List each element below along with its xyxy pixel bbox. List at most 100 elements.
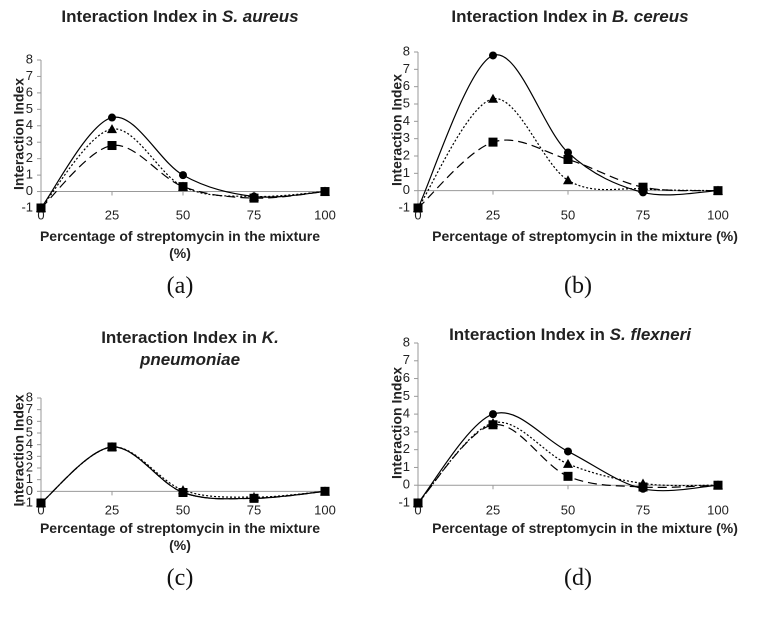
title-text: Interaction Index in	[101, 328, 258, 347]
x-tick-label: 75	[636, 207, 650, 222]
marker	[638, 182, 648, 192]
series-line	[40, 116, 326, 209]
y-tick-label: 8	[26, 389, 33, 404]
y-tick-label: 4	[26, 436, 33, 451]
y-tick-label: 7	[403, 61, 410, 76]
marker	[178, 182, 188, 192]
x-tick-label: 50	[176, 502, 190, 517]
x-tick-label: 0	[414, 502, 421, 517]
x-axis-label-text: Percentage of streptomycin in the mixtur…	[432, 520, 738, 536]
x-axis-label-text: Percentage of streptomycin in the mixtur…	[39, 228, 321, 261]
marker	[488, 420, 498, 430]
x-tick-label: 75	[247, 207, 261, 222]
x-tick-label: 100	[314, 502, 336, 517]
panel-caption: (d)	[548, 565, 608, 592]
x-axis-label: Percentage of streptomycin in the mixtur…	[415, 228, 755, 245]
marker	[713, 480, 723, 490]
y-tick-label: 0	[403, 477, 410, 492]
x-tick-label: 100	[314, 207, 336, 222]
series-line	[40, 144, 326, 209]
y-tick-label: 0	[26, 483, 33, 498]
x-tick-label: 25	[486, 502, 500, 517]
marker	[36, 498, 46, 508]
x-axis-label-text: Percentage of streptomycin in the mixtur…	[39, 520, 321, 553]
y-tick-label: 1	[403, 459, 410, 474]
chart-title: Interaction Index in B. cereus	[410, 6, 730, 28]
x-tick-label: 50	[561, 502, 575, 517]
marker	[320, 187, 330, 197]
y-tick-label: 0	[26, 183, 33, 198]
y-tick-label: 4	[403, 113, 410, 128]
series-line	[40, 128, 326, 209]
y-tick-label: 5	[403, 388, 410, 403]
x-tick-label: 50	[176, 207, 190, 222]
y-tick-label: 7	[403, 352, 410, 367]
chart-title: Interaction Index in S. flexneri	[400, 324, 740, 346]
marker	[107, 124, 117, 134]
marker	[36, 203, 46, 213]
marker	[564, 148, 572, 157]
chart-title: Interaction Index in S. aureus	[30, 6, 330, 28]
y-tick-label: 6	[26, 84, 33, 99]
marker	[564, 447, 572, 456]
y-tick-label: -1	[398, 494, 410, 509]
x-tick-label: 0	[37, 207, 44, 222]
series-line	[417, 54, 719, 209]
y-tick-label: 8	[403, 334, 410, 349]
y-tick-label: 0	[403, 182, 410, 197]
y-tick-label: 2	[403, 147, 410, 162]
marker	[107, 442, 117, 452]
marker	[179, 171, 187, 180]
caption-text: (a)	[166, 273, 194, 299]
marker	[563, 175, 573, 185]
y-tick-label: 3	[26, 448, 33, 463]
y-tick-label: 5	[26, 101, 33, 116]
y-tick-label: 6	[403, 370, 410, 385]
marker	[488, 93, 498, 103]
marker	[489, 51, 497, 60]
y-tick-label: 1	[26, 167, 33, 182]
panel-caption: (a)	[150, 273, 210, 300]
x-tick-label: 0	[414, 207, 421, 222]
x-tick-label: 25	[486, 207, 500, 222]
caption-text: (c)	[166, 565, 194, 591]
marker	[713, 186, 723, 196]
y-tick-label: 1	[403, 165, 410, 180]
y-tick-label: -1	[21, 199, 33, 214]
y-tick-label: 4	[26, 117, 33, 132]
series-line	[417, 421, 719, 504]
marker	[489, 410, 497, 419]
marker	[108, 113, 116, 122]
y-tick-label: 6	[26, 413, 33, 428]
y-axis-label: Interaction Index	[11, 394, 27, 506]
y-tick-label: 2	[26, 459, 33, 474]
y-tick-label: 7	[26, 401, 33, 416]
organism-name: B. cereus	[612, 7, 689, 26]
caption-text: (b)	[564, 273, 592, 299]
y-tick-label: -1	[21, 494, 33, 509]
marker	[563, 154, 573, 164]
marker	[488, 137, 498, 147]
y-tick-label: -1	[398, 199, 410, 214]
y-axis-label: Interaction Index	[389, 74, 405, 186]
x-tick-label: 50	[561, 207, 575, 222]
marker	[107, 141, 117, 151]
marker	[178, 488, 188, 497]
x-tick-label: 75	[247, 502, 261, 517]
x-tick-label: 100	[707, 502, 729, 517]
x-axis-label: Percentage of streptomycin in the mixtur…	[30, 520, 330, 554]
x-tick-label: 25	[105, 502, 119, 517]
x-tick-label: 100	[707, 207, 729, 222]
series-line	[417, 424, 719, 504]
y-tick-label: 1	[26, 471, 33, 486]
y-axis-label: Interaction Index	[389, 367, 405, 479]
organism-name: S. flexneri	[609, 325, 691, 344]
marker	[249, 493, 259, 503]
title-text: Interaction Index in	[61, 7, 218, 26]
x-axis-label: Percentage of streptomycin in the mixtur…	[415, 520, 755, 537]
x-axis-label: Percentage of streptomycin in the mixtur…	[30, 228, 330, 262]
panel-caption: (c)	[150, 565, 210, 592]
y-axis-label: Interaction Index	[11, 78, 27, 190]
y-tick-label: 3	[403, 423, 410, 438]
